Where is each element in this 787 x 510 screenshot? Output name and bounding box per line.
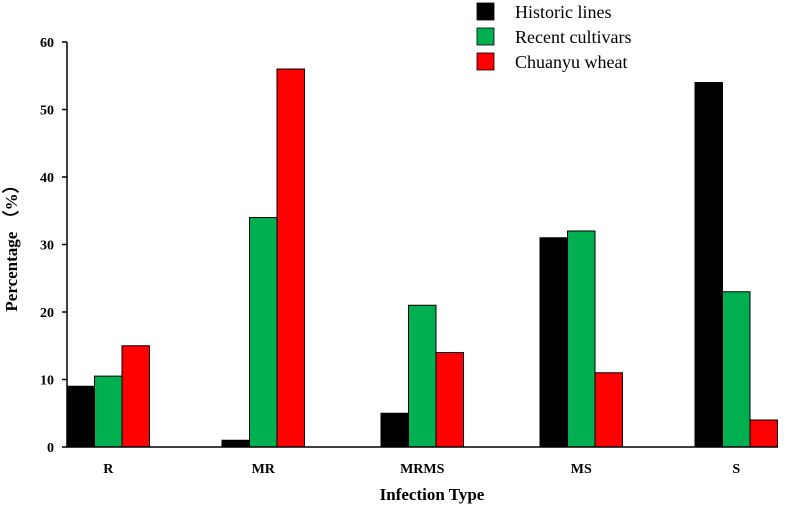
x-tick-label-mrms: MRMS (400, 462, 445, 477)
y-ticks: 0 10 20 30 40 50 60 (40, 36, 67, 456)
x-tick-label-mr: MR (252, 462, 276, 477)
legend-swatch-recent-cultivars (476, 27, 495, 46)
bar-mrms-historic-lines (380, 412, 409, 448)
bar-s-chuanyu-wheat (749, 419, 778, 448)
bar-ms-recent-cultivars (567, 230, 596, 448)
bar-mr-recent-cultivars (249, 217, 278, 448)
y-tick-label: 60 (40, 36, 54, 51)
legend-label: Recent cultivars (515, 27, 631, 47)
y-tick-label: 30 (40, 239, 54, 254)
legend-label: Chuanyu wheat (515, 52, 627, 72)
x-tick-label-ms: MS (571, 462, 592, 477)
bar-ms-historic-lines (539, 237, 568, 448)
bar-ms-chuanyu-wheat (594, 372, 623, 448)
x-axis-title: Infection Type (380, 485, 485, 504)
y-axis-title: Percentage （%） (1, 176, 21, 311)
bar-mr-chuanyu-wheat (276, 68, 305, 448)
bar-r-historic-lines (66, 385, 95, 448)
bar-s-recent-cultivars (722, 291, 751, 448)
legend-swatch-chuanyu-wheat (476, 52, 495, 71)
bar-r-recent-cultivars (94, 375, 123, 448)
bar-mr-historic-lines (221, 439, 250, 448)
x-tick-label-s: S (732, 462, 740, 477)
x-ticks: R MR MRMS MS S (103, 462, 740, 477)
bar-s-historic-lines (694, 82, 723, 448)
y-tick-label: 40 (40, 171, 54, 186)
y-tick-label: 10 (40, 374, 54, 389)
y-tick-label: 20 (40, 306, 54, 321)
bars-group (66, 68, 778, 448)
x-tick-label-r: R (103, 462, 114, 477)
legend-swatch-historic-lines (476, 2, 495, 21)
legend-label: Historic lines (515, 2, 612, 22)
bar-mrms-chuanyu-wheat (435, 352, 464, 448)
bar-mrms-recent-cultivars (408, 304, 437, 448)
legend: Historic lines Recent cultivars Chuanyu wh… (476, 2, 631, 72)
bar-r-chuanyu-wheat (121, 345, 150, 448)
y-tick-label: 50 (40, 104, 54, 119)
y-tick-label: 0 (47, 441, 54, 456)
